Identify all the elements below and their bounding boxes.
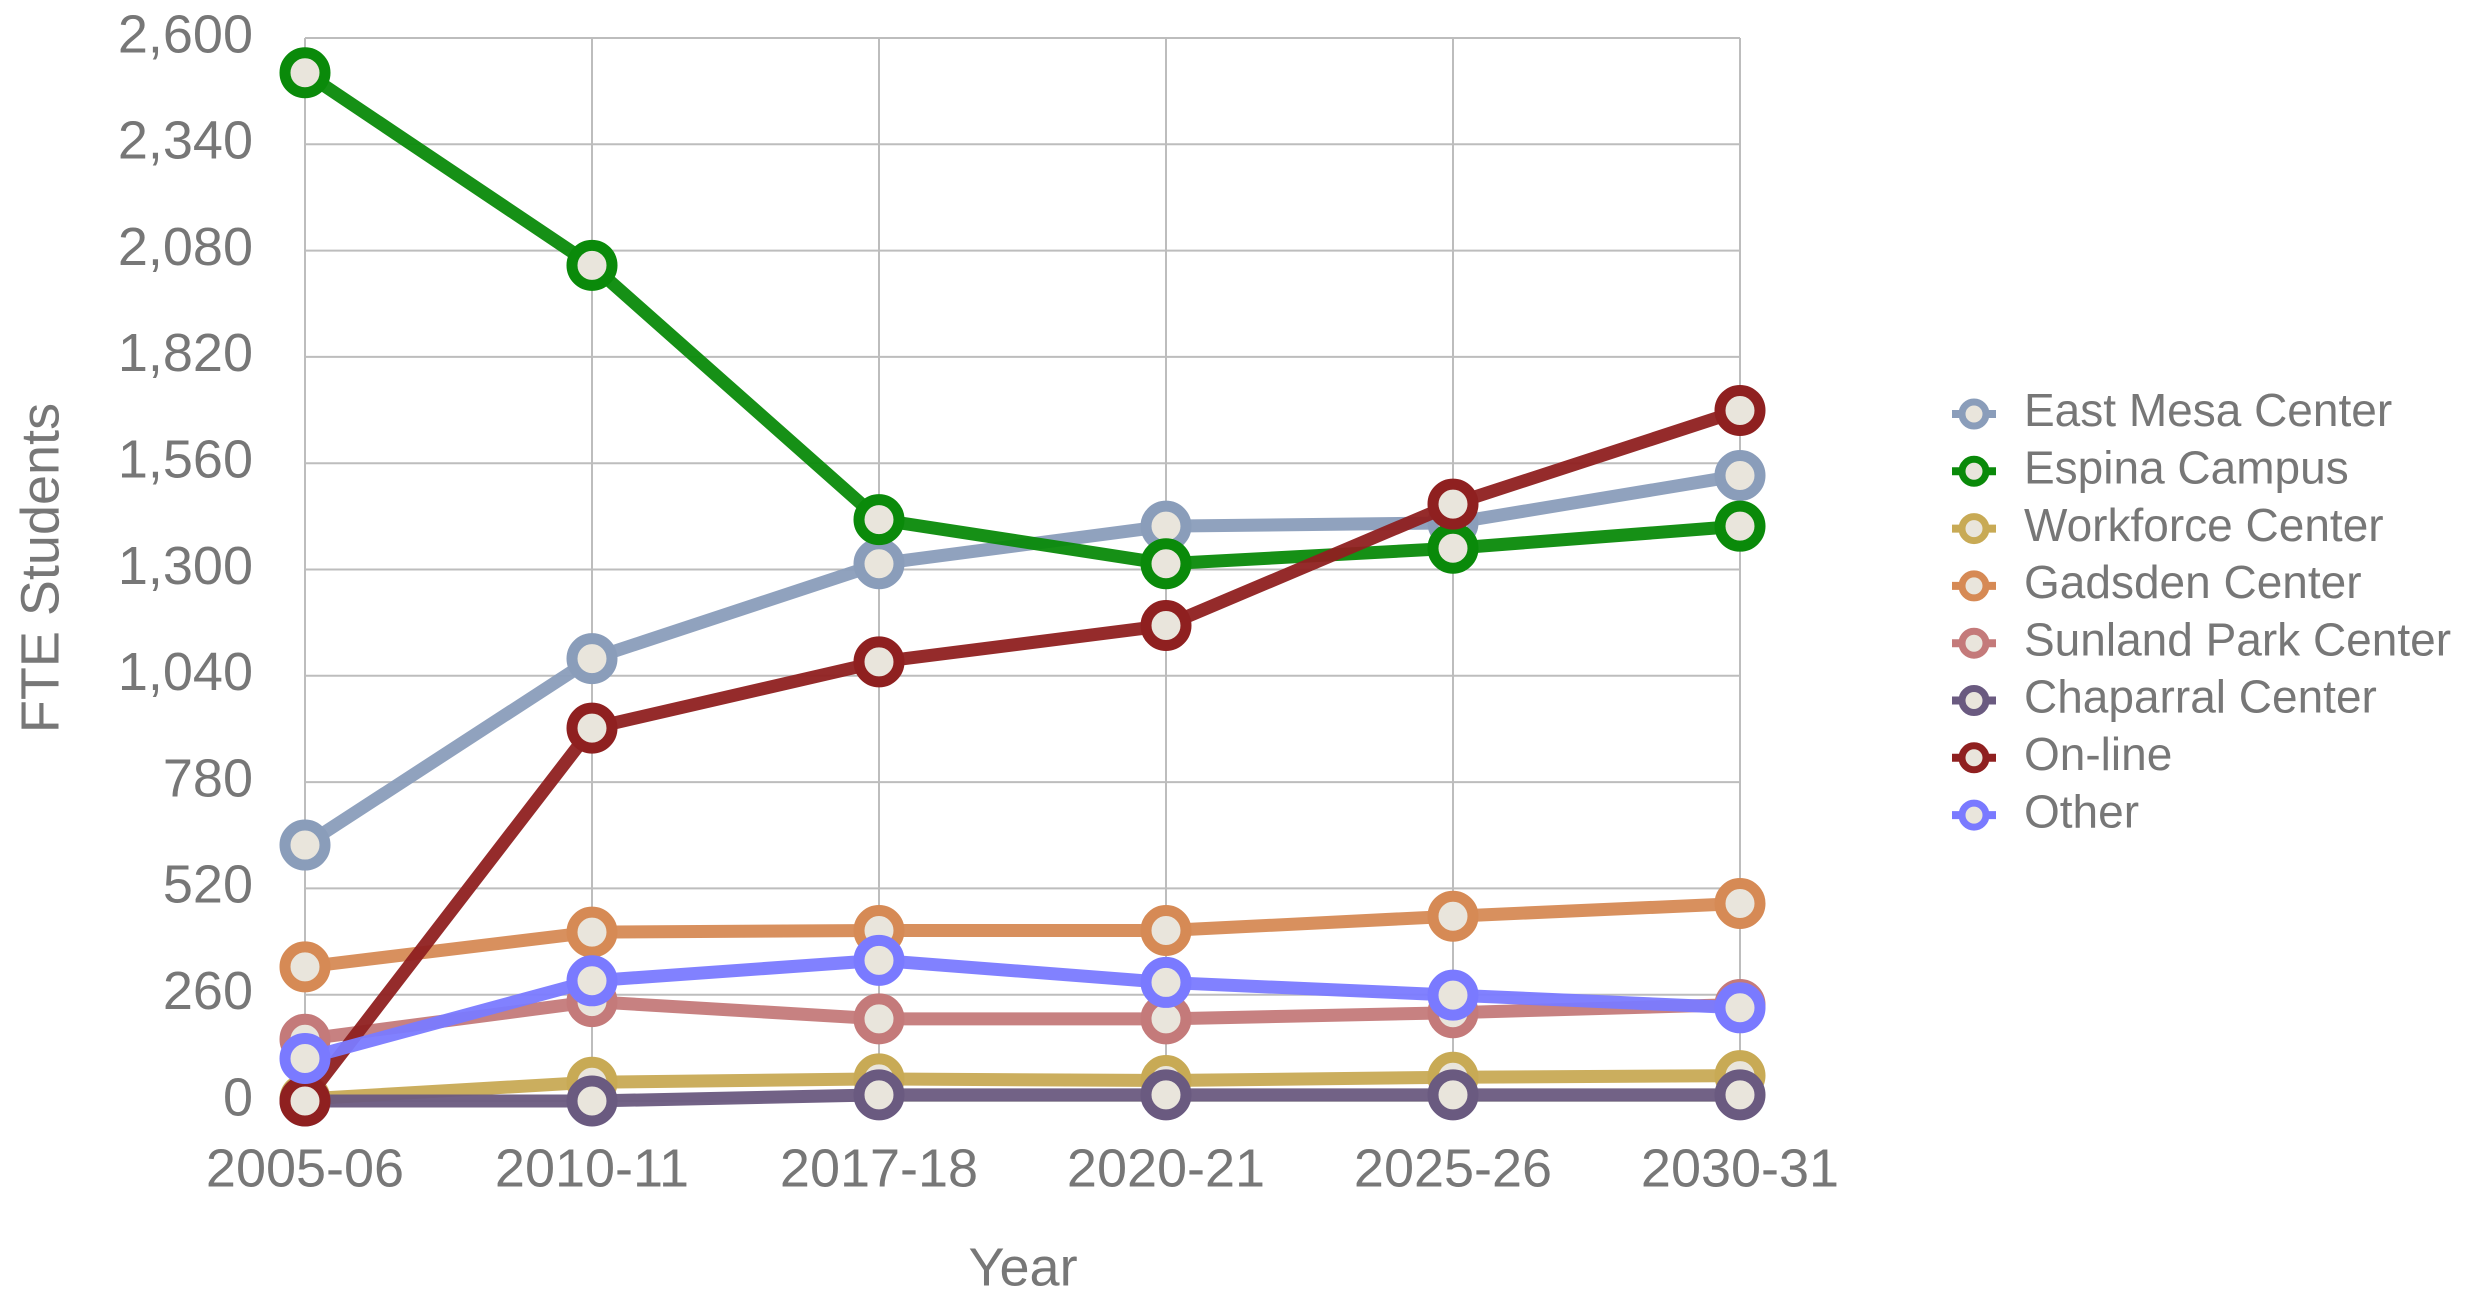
data-point (1140, 538, 1192, 590)
data-point (1140, 600, 1192, 652)
data-point (853, 934, 905, 986)
y-tick-label: 1,300 (118, 536, 253, 596)
y-tick-label: 0 (223, 1067, 253, 1127)
y-tick-label: 1,040 (118, 642, 253, 702)
data-point (279, 47, 331, 99)
data-point (1714, 384, 1766, 436)
x-tick-label: 2030-31 (1641, 1138, 1839, 1198)
data-point (279, 1032, 331, 1084)
data-point (1140, 1069, 1192, 1121)
data-point (1714, 878, 1766, 930)
data-point (279, 1075, 331, 1127)
legend-marker (1958, 742, 1990, 774)
data-point (279, 819, 331, 871)
legend-label: Chaparral Center (2024, 671, 2377, 723)
legend-label: East Mesa Center (2024, 384, 2392, 436)
legend-label: On-line (2024, 728, 2172, 780)
data-point (1427, 890, 1479, 942)
data-point (566, 906, 618, 958)
data-point (1140, 956, 1192, 1008)
y-axis-label: FTE Students (10, 403, 70, 733)
series-line (298, 403, 1747, 1108)
x-axis-label: Year (968, 1237, 1077, 1297)
legend-label: Espina Campus (2024, 441, 2349, 493)
series-line (298, 66, 1747, 571)
series-line (298, 1069, 1747, 1106)
data-point (1714, 449, 1766, 501)
data-point (1427, 1069, 1479, 1121)
series (279, 934, 1766, 1084)
data-point (566, 239, 618, 291)
series-line (298, 897, 1747, 974)
data-point (1427, 969, 1479, 1021)
x-tick-label: 2017-18 (780, 1138, 978, 1198)
series-line (298, 468, 1747, 852)
legend-marker (1958, 627, 1990, 659)
data-point (566, 955, 618, 1007)
legend-marker (1958, 398, 1990, 430)
data-point (1714, 500, 1766, 552)
data-point (1714, 982, 1766, 1034)
legend-marker (1958, 685, 1990, 716)
data-point (566, 702, 618, 754)
x-tick-label: 2005-06 (206, 1138, 404, 1198)
y-tick-label: 2,600 (118, 4, 253, 64)
legend-marker (1958, 513, 1990, 545)
series-line (298, 953, 1747, 1065)
y-tick-label: 2,080 (118, 217, 253, 277)
y-tick-label: 260 (163, 961, 253, 1021)
y-tick-label: 780 (163, 748, 253, 808)
series-line (298, 995, 1747, 1046)
x-tick-label: 2020-21 (1067, 1138, 1265, 1198)
legend-label: Other (2024, 785, 2139, 837)
series (279, 449, 1766, 871)
data-point (1714, 1069, 1766, 1121)
data-point (566, 633, 618, 685)
data-point (853, 636, 905, 688)
y-tick-label: 520 (163, 855, 253, 915)
legend-marker (1958, 799, 1990, 831)
data-point (1427, 478, 1479, 530)
legend-label: Gadsden Center (2024, 556, 2362, 608)
data-point (566, 1075, 618, 1127)
legend-label: Workforce Center (2024, 499, 2384, 551)
series (279, 1050, 1766, 1125)
y-tick-label: 2,340 (118, 111, 253, 171)
data-point (279, 941, 331, 993)
data-point (853, 494, 905, 546)
data-point (853, 993, 905, 1045)
legend-marker (1958, 570, 1990, 602)
data-point (1427, 522, 1479, 574)
data-point (853, 538, 905, 590)
series-line (298, 1088, 1747, 1108)
series (279, 878, 1766, 993)
series (279, 47, 1766, 590)
y-tick-label: 1,560 (118, 429, 253, 489)
x-tick-label: 2025-26 (1354, 1138, 1552, 1198)
legend-marker (1958, 455, 1990, 487)
y-tick-label: 1,820 (118, 323, 253, 383)
series (279, 384, 1766, 1127)
data-point (1140, 905, 1192, 957)
x-tick-label: 2010-11 (495, 1138, 689, 1198)
legend-label: Sunland Park Center (2024, 613, 2451, 665)
data-point (853, 1069, 905, 1121)
